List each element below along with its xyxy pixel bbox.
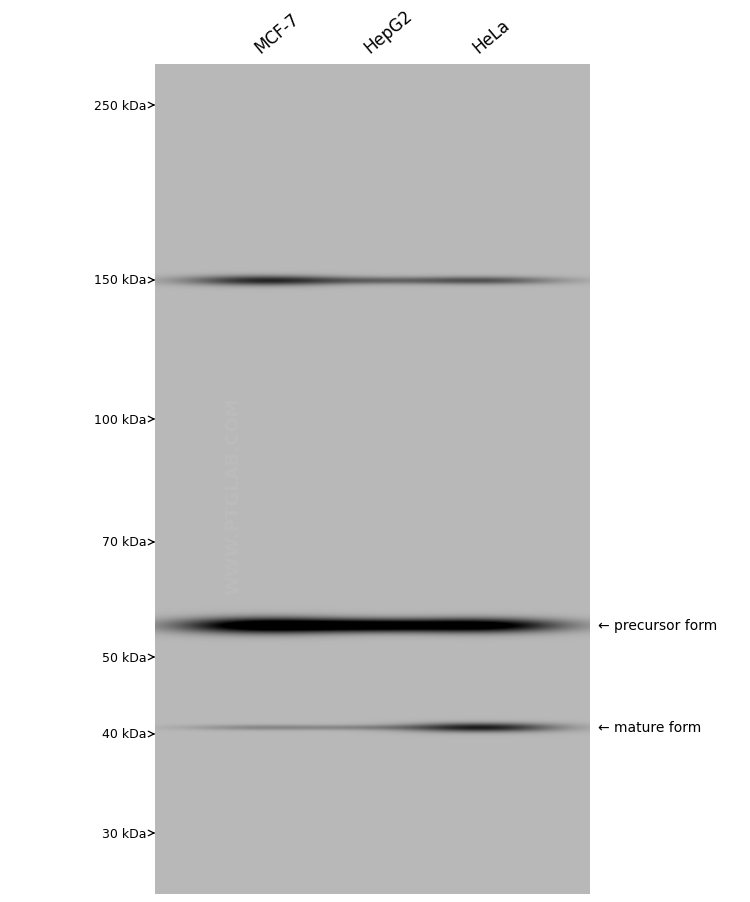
Text: HeLa: HeLa — [470, 16, 513, 57]
Text: 250 kDa: 250 kDa — [94, 99, 147, 113]
Text: ← precursor form: ← precursor form — [598, 618, 717, 632]
Text: ← mature form: ← mature form — [598, 720, 701, 734]
Text: 30 kDa: 30 kDa — [103, 826, 147, 840]
Text: WWW.PTGLAB.COM: WWW.PTGLAB.COM — [224, 398, 242, 594]
Text: 100 kDa: 100 kDa — [94, 413, 147, 426]
Text: 50 kDa: 50 kDa — [102, 650, 147, 664]
Text: 70 kDa: 70 kDa — [102, 536, 147, 549]
Text: HepG2: HepG2 — [361, 6, 416, 57]
Text: 150 kDa: 150 kDa — [94, 274, 147, 287]
Text: MCF-7: MCF-7 — [251, 10, 303, 57]
Text: 40 kDa: 40 kDa — [103, 728, 147, 741]
